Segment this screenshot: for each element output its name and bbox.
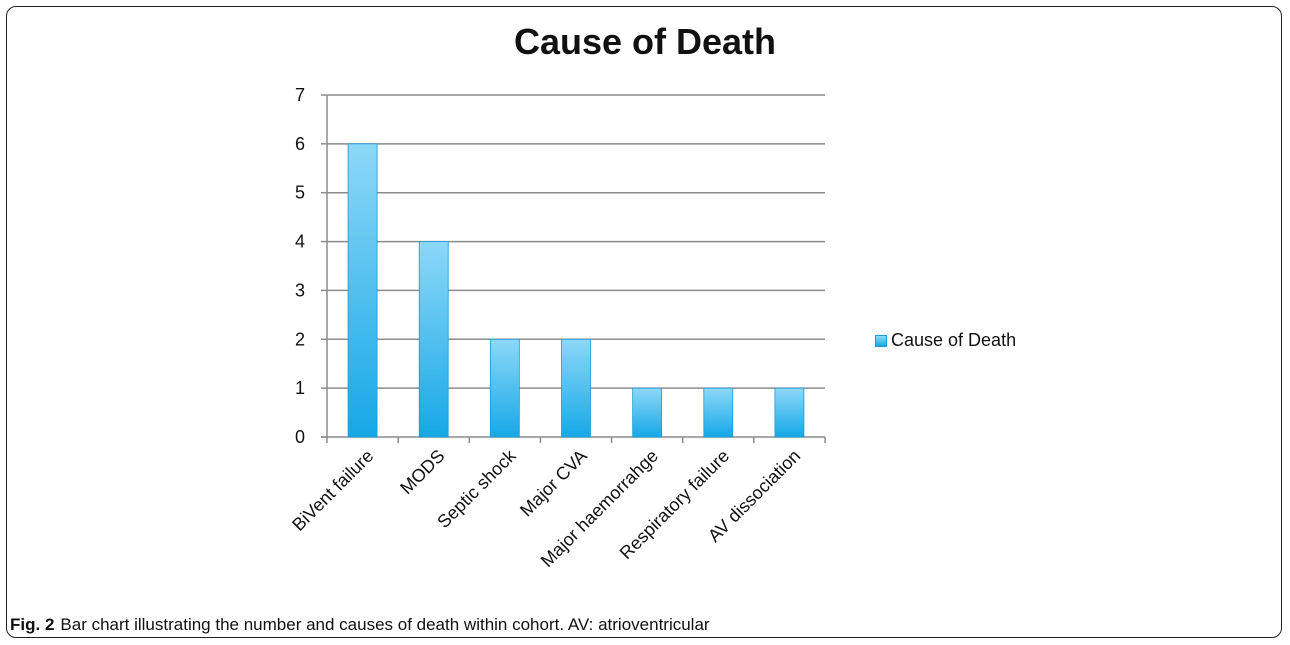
bar [561, 338, 591, 438]
y-tick-label: 2 [295, 329, 305, 349]
y-tick-label: 0 [295, 427, 305, 447]
x-tick-label: MODS [396, 446, 448, 498]
y-tick-label: 4 [295, 232, 305, 252]
y-tick-label: 7 [295, 85, 305, 105]
legend-swatch [875, 334, 887, 347]
bar [632, 387, 663, 438]
x-tick-label: BiVent failure [288, 446, 377, 535]
y-tick-label: 1 [295, 378, 305, 398]
bar [489, 338, 520, 438]
y-tick-label: 3 [295, 280, 305, 300]
gridlines [321, 94, 825, 438]
bar [347, 143, 378, 438]
figure-frame [6, 6, 1282, 638]
y-tick-label: 5 [295, 183, 305, 203]
figure-caption: Fig. 2 Bar chart illustrating the number … [10, 615, 710, 635]
bar [703, 387, 734, 438]
bar [418, 241, 449, 438]
bars [347, 143, 805, 438]
y-tick-label: 6 [295, 134, 305, 154]
bar [774, 387, 805, 438]
chart-title: Cause of Death [514, 21, 776, 62]
x-tick-label: Major CVA [516, 446, 591, 521]
caption-text: Bar chart illustrating the number and ca… [60, 615, 710, 634]
y-tick-labels: 0 1 2 3 4 5 6 7 [295, 85, 305, 447]
legend-label: Cause of Death [891, 330, 1017, 350]
legend: Cause of Death [875, 330, 1016, 351]
caption-label: Fig. 2 [10, 615, 55, 634]
x-tick-label: Major haemorrahge [537, 446, 662, 571]
